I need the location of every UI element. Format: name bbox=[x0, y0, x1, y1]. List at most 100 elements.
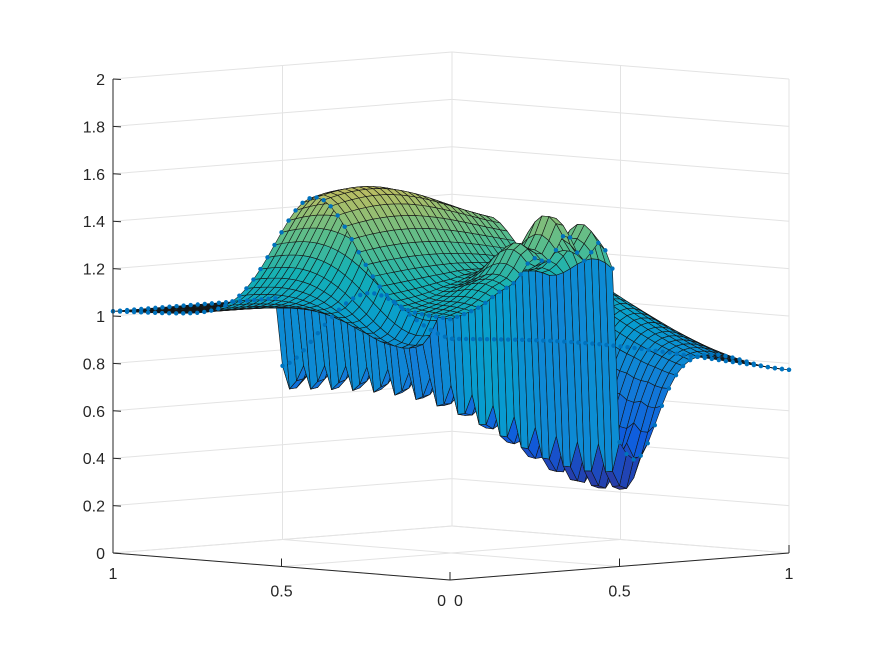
edge-marker-13 bbox=[490, 294, 495, 300]
edge-marker-189 bbox=[470, 336, 476, 342]
edge-marker-26 bbox=[202, 301, 208, 307]
z-tick-label: 0.8 bbox=[83, 356, 105, 373]
edge-marker-151 bbox=[604, 342, 609, 348]
edge-marker-119 bbox=[716, 357, 721, 363]
edge-marker-108 bbox=[412, 310, 418, 315]
edge-marker-111 bbox=[744, 361, 750, 367]
edge-marker-172 bbox=[188, 310, 193, 316]
edge-marker-149 bbox=[611, 343, 616, 348]
z-tick bbox=[112, 125, 122, 128]
edge-marker-141 bbox=[639, 346, 644, 352]
edge-marker-19 bbox=[511, 281, 516, 286]
edge-marker-33 bbox=[560, 234, 566, 239]
z-tick-label: 0 bbox=[96, 546, 105, 563]
edge-marker-22 bbox=[188, 302, 193, 308]
edge-marker-78 bbox=[386, 296, 391, 302]
edge-marker-122 bbox=[363, 262, 368, 268]
edge-marker-90 bbox=[428, 327, 434, 333]
edge-marker-128 bbox=[342, 224, 347, 229]
edge-marker-68 bbox=[350, 296, 356, 301]
axes-box bbox=[112, 78, 790, 581]
edge-marker-27 bbox=[539, 258, 545, 263]
edge-marker-155 bbox=[590, 341, 595, 346]
z-tick-label: 1.8 bbox=[83, 119, 105, 136]
x-tick-label: 0.5 bbox=[270, 584, 292, 601]
edge-marker-144 bbox=[286, 218, 291, 223]
edge-marker-193 bbox=[456, 336, 462, 342]
edge-marker-44 bbox=[266, 296, 271, 302]
edge-marker-163 bbox=[562, 339, 567, 344]
edge-marker-125 bbox=[695, 354, 700, 360]
grid-line-floor bbox=[112, 525, 453, 554]
edge-marker-11 bbox=[483, 300, 488, 306]
edge-marker-40 bbox=[252, 297, 257, 303]
x-tick-label: 1 bbox=[109, 566, 118, 583]
edge-marker-41 bbox=[589, 250, 594, 255]
edge-marker-105 bbox=[765, 364, 771, 370]
edge-marker-59 bbox=[652, 423, 658, 428]
edge-marker-62 bbox=[329, 314, 335, 320]
z-tick bbox=[112, 268, 122, 270]
y-tick-label: 0.5 bbox=[608, 584, 630, 601]
z-tick bbox=[112, 362, 122, 365]
edge-marker-168 bbox=[202, 309, 207, 315]
z-tick bbox=[112, 315, 122, 317]
edge-marker-36 bbox=[237, 298, 243, 304]
z-tick bbox=[112, 173, 122, 175]
edge-marker-153 bbox=[597, 342, 602, 347]
edge-marker-63 bbox=[666, 386, 672, 391]
edge-marker-75 bbox=[709, 352, 714, 357]
edge-marker-186 bbox=[138, 310, 144, 315]
y-tick-label: 0 bbox=[454, 593, 463, 610]
edge-marker-117 bbox=[723, 358, 729, 364]
edge-marker-58 bbox=[315, 330, 321, 336]
edge-marker-195 bbox=[449, 336, 455, 342]
edge-marker-48 bbox=[280, 363, 285, 368]
edge-marker-51 bbox=[624, 451, 629, 457]
y-tick-label: 1 bbox=[785, 566, 794, 583]
edge-marker-101 bbox=[779, 366, 785, 372]
edge-marker-142 bbox=[293, 208, 298, 213]
edge-marker-24 bbox=[195, 302, 200, 307]
edge-marker-94 bbox=[442, 334, 448, 339]
edge-marker-79 bbox=[723, 353, 728, 359]
z-tick bbox=[112, 505, 122, 507]
edge-marker-120 bbox=[370, 274, 375, 279]
edge-marker-192 bbox=[117, 309, 123, 314]
edge-marker-7 bbox=[468, 308, 474, 314]
edge-marker-183 bbox=[491, 337, 497, 342]
edge-marker-8 bbox=[139, 306, 144, 312]
edge-marker-16 bbox=[167, 304, 172, 309]
edge-marker-161 bbox=[569, 339, 574, 345]
edge-marker-129 bbox=[681, 352, 686, 357]
grid-line-floor bbox=[282, 539, 620, 567]
z-tick-label: 2 bbox=[96, 72, 105, 89]
edge-marker-83 bbox=[737, 357, 742, 362]
edge-marker-115 bbox=[730, 359, 736, 365]
edge-marker-146 bbox=[279, 230, 284, 235]
edge-marker-177 bbox=[512, 337, 518, 342]
edge-marker-64 bbox=[336, 307, 342, 312]
edge-marker-56 bbox=[308, 339, 313, 345]
edge-marker-102 bbox=[433, 314, 439, 319]
edge-marker-170 bbox=[195, 310, 200, 315]
edge-marker-114 bbox=[391, 299, 397, 304]
edge-marker-31 bbox=[553, 247, 559, 253]
edge-marker-188 bbox=[131, 309, 137, 315]
edge-marker-150 bbox=[265, 255, 270, 260]
edge-marker-29 bbox=[546, 258, 552, 264]
edge-marker-166 bbox=[209, 308, 214, 313]
edge-marker-159 bbox=[576, 340, 581, 345]
edge-marker-173 bbox=[527, 337, 532, 343]
edge-marker-181 bbox=[498, 337, 504, 342]
edge-marker-69 bbox=[687, 358, 693, 363]
edge-marker-130 bbox=[335, 213, 340, 218]
edge-marker-23 bbox=[525, 261, 530, 266]
edge-marker-160 bbox=[230, 299, 235, 304]
grid-line-floor bbox=[451, 525, 790, 554]
edge-marker-127 bbox=[688, 353, 693, 359]
edge-marker-98 bbox=[447, 316, 453, 322]
edge-marker-55 bbox=[638, 453, 643, 458]
edge-marker-54 bbox=[301, 348, 306, 353]
